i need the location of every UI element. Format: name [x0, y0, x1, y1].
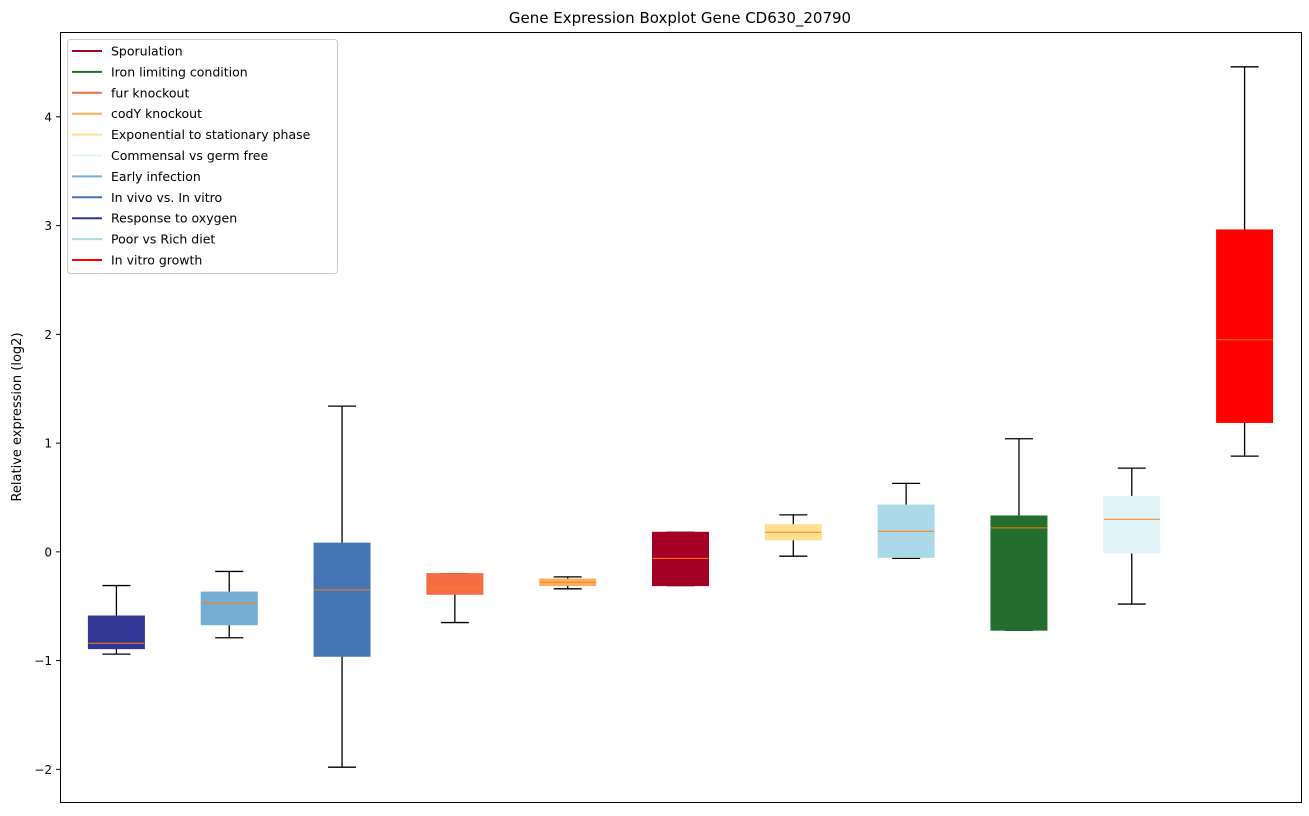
legend-label: Commensal vs germ free [111, 148, 268, 163]
box [652, 531, 709, 587]
box-group [764, 514, 822, 557]
y-tick-label: 3 [44, 219, 52, 233]
legend-label: Poor vs Rich diet [111, 232, 215, 247]
box [426, 573, 484, 595]
plot-frame [60, 32, 1302, 803]
legend-frame [67, 39, 338, 274]
legend-label: fur knockout [111, 85, 189, 100]
box-group [990, 438, 1048, 631]
y-axis-label: Relative expression (log2) [10, 332, 25, 501]
box-group [1103, 467, 1161, 605]
box-group [87, 584, 145, 655]
box-group [313, 405, 371, 768]
box-group [200, 570, 258, 639]
box [1103, 495, 1161, 554]
legend-label: In vivo vs. In vitro [111, 190, 222, 205]
box [200, 591, 258, 626]
legend-label: Sporulation [111, 44, 183, 59]
box-group [877, 482, 935, 560]
box-group [1216, 66, 1274, 457]
y-tick-label: 4 [44, 110, 52, 124]
legend-label: Exponential to stationary phase [111, 127, 311, 142]
box [990, 515, 1048, 631]
box-group [652, 531, 709, 587]
box-group [426, 572, 484, 624]
legend-label: In vitro growth [111, 253, 202, 268]
legend-label: Iron limiting condition [111, 64, 248, 79]
y-tick-label: −2 [34, 763, 52, 777]
y-tick-label: 2 [44, 328, 52, 342]
chart-title: Gene Expression Boxplot Gene CD630_20790 [509, 9, 851, 28]
legend-label: Response to oxygen [111, 211, 237, 226]
legend-label: codY knockout [111, 106, 202, 121]
box [87, 615, 145, 650]
y-tick-label: −1 [34, 654, 52, 668]
legend: Sporulation Iron limiting condition fur kn… [67, 39, 338, 274]
y-tick-label: 0 [44, 545, 52, 559]
box [313, 542, 371, 657]
legend-label: Early infection [111, 169, 201, 184]
y-tick-label: 1 [44, 437, 52, 451]
box-group [539, 576, 597, 590]
box [1216, 229, 1274, 423]
